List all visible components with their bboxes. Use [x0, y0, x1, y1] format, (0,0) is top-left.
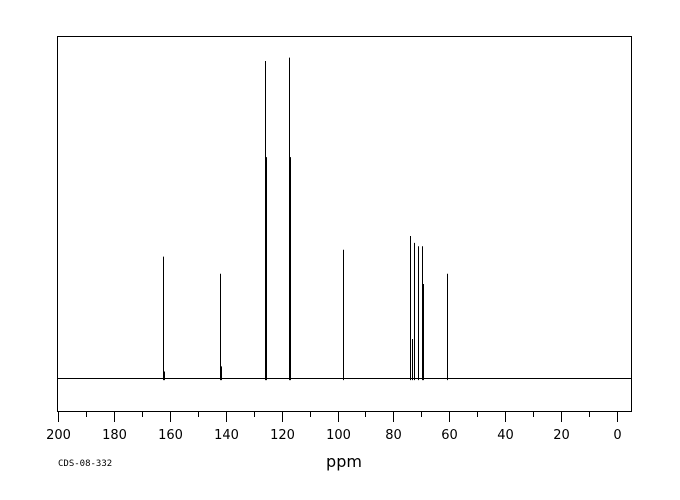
tick-label-120: 120 — [270, 428, 295, 443]
peak-group — [163, 57, 448, 381]
compound-code: CDS-08-332 — [58, 459, 112, 469]
tick-label-200: 200 — [46, 428, 71, 443]
tick-label-60: 60 — [441, 428, 458, 443]
tick-label-100: 100 — [326, 428, 351, 443]
tick-label-40: 40 — [497, 428, 514, 443]
x-axis-ticks: 200 180 160 140 120 100 80 60 40 20 0 — [46, 411, 622, 443]
tick-label-160: 160 — [158, 428, 183, 443]
tick-label-0: 0 — [613, 428, 621, 443]
x-axis-label: ppm — [326, 452, 362, 471]
tick-label-180: 180 — [102, 428, 127, 443]
tick-label-140: 140 — [214, 428, 239, 443]
plot-frame — [57, 36, 632, 412]
tick-label-80: 80 — [385, 428, 402, 443]
tick-label-20: 20 — [553, 428, 570, 443]
